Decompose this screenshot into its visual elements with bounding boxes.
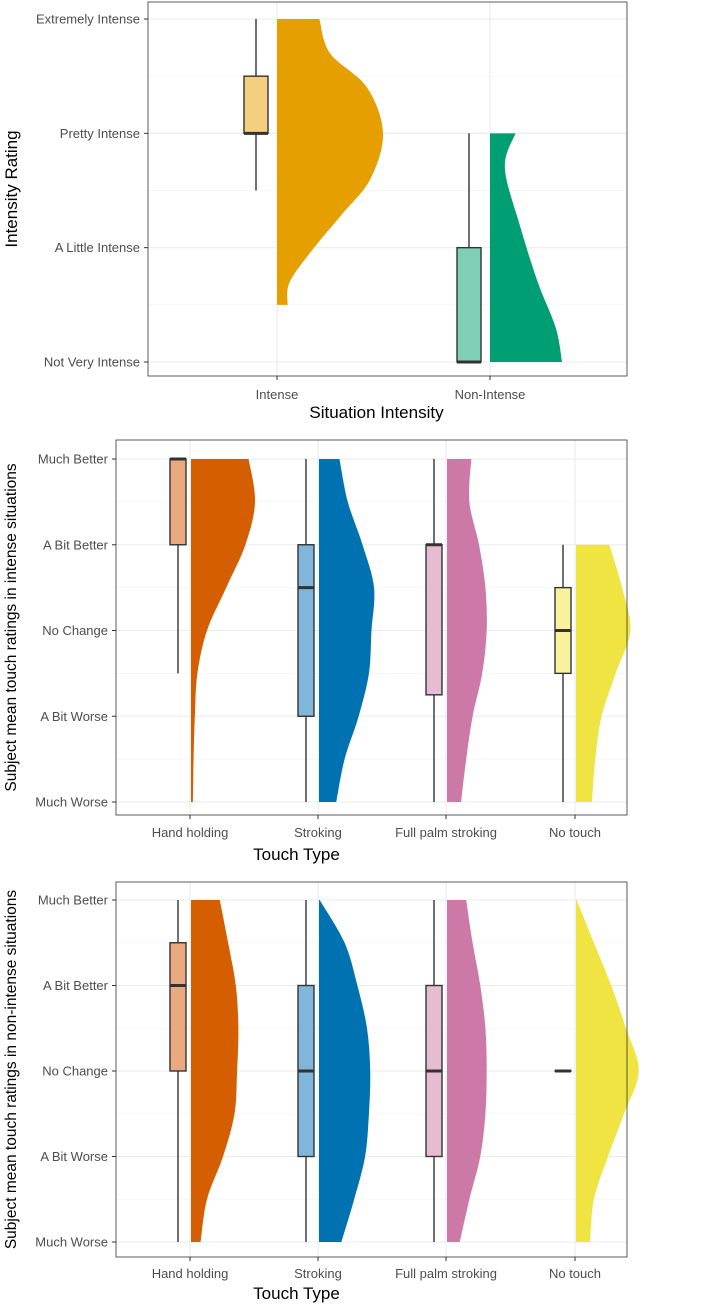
series-hand-holding: [169, 900, 239, 1242]
chart-panel-3: Much Worse A Bit Worse No Change A Bit Bett…: [3, 881, 639, 1303]
series-stroking: [297, 900, 371, 1242]
x-tick-label: Stroking: [294, 825, 342, 840]
y-tick-label: A Little Intense: [55, 240, 140, 255]
y-tick-label: Much Worse: [35, 795, 108, 810]
chart-panel-2: Much Worse A Bit Worse No Change A Bit Bett…: [3, 439, 631, 864]
y-axis-title: Subject mean touch ratings in intense si…: [3, 463, 20, 792]
x-axis-title: Situation Intensity: [309, 403, 444, 422]
series-stroking: [297, 459, 375, 802]
half-violin: [447, 459, 487, 802]
box: [456, 246, 482, 363]
y-tick-label: A Bit Worse: [40, 709, 108, 724]
x-tick-label: Hand holding: [152, 825, 229, 840]
x-axis-title: Touch Type: [253, 1284, 340, 1303]
y-axis-title: Intensity Rating: [2, 130, 21, 247]
x-tick-label: Intense: [256, 387, 299, 402]
half-violin: [191, 459, 256, 802]
y-axis-title: Subject mean touch ratings in non-intens…: [3, 890, 20, 1250]
half-violin: [191, 900, 239, 1242]
box: [169, 458, 187, 546]
panel-border: [115, 881, 628, 1258]
panel-border: [147, 1, 628, 377]
x-tick-label: Stroking: [294, 1266, 342, 1281]
x-tick-label: Hand holding: [152, 1266, 229, 1281]
series-no-touch: [554, 544, 631, 802]
half-violin: [319, 900, 371, 1242]
half-violin: [490, 133, 563, 362]
series-full-palm-stroking: [425, 900, 487, 1242]
x-tick-label: Full palm stroking: [395, 1266, 497, 1281]
box: [425, 544, 443, 696]
x-tick-label: No touch: [549, 1266, 601, 1281]
y-tick-label: Pretty Intense: [60, 126, 140, 141]
half-violin: [576, 900, 639, 1242]
y-tick-label: Much Better: [38, 893, 109, 908]
y-tick-label: Much Better: [38, 452, 109, 467]
y-tick-label: Not Very Intense: [44, 355, 140, 370]
chart-panel-1: Not Very Intense A Little Intense Pretty I…: [2, 1, 628, 422]
series-no-touch: [554, 900, 639, 1242]
y-tick-label: A Bit Worse: [40, 1149, 108, 1164]
half-violin: [277, 19, 384, 305]
series-non-intense: [456, 133, 563, 364]
x-axis-title: Touch Type: [253, 845, 340, 864]
box: [243, 75, 269, 135]
half-violin: [319, 459, 375, 802]
y-tick-label: No Change: [42, 623, 108, 638]
y-tick-label: No Change: [42, 1064, 108, 1079]
box: [169, 942, 187, 1072]
series-full-palm-stroking: [425, 459, 487, 802]
y-tick-label: A Bit Better: [43, 978, 109, 993]
panel-border: [115, 439, 628, 816]
half-violin: [447, 900, 487, 1242]
half-violin: [576, 544, 631, 802]
x-tick-label: Non-Intense: [455, 387, 526, 402]
box: [297, 544, 315, 717]
series-intense: [243, 19, 384, 305]
y-tick-label: Extremely Intense: [36, 12, 140, 27]
y-tick-label: Much Worse: [35, 1235, 108, 1250]
x-tick-label: Full palm stroking: [395, 825, 497, 840]
x-tick-label: No touch: [549, 825, 601, 840]
y-tick-label: A Bit Better: [43, 537, 109, 552]
series-hand-holding: [169, 457, 256, 802]
plot-background: [148, 2, 627, 376]
